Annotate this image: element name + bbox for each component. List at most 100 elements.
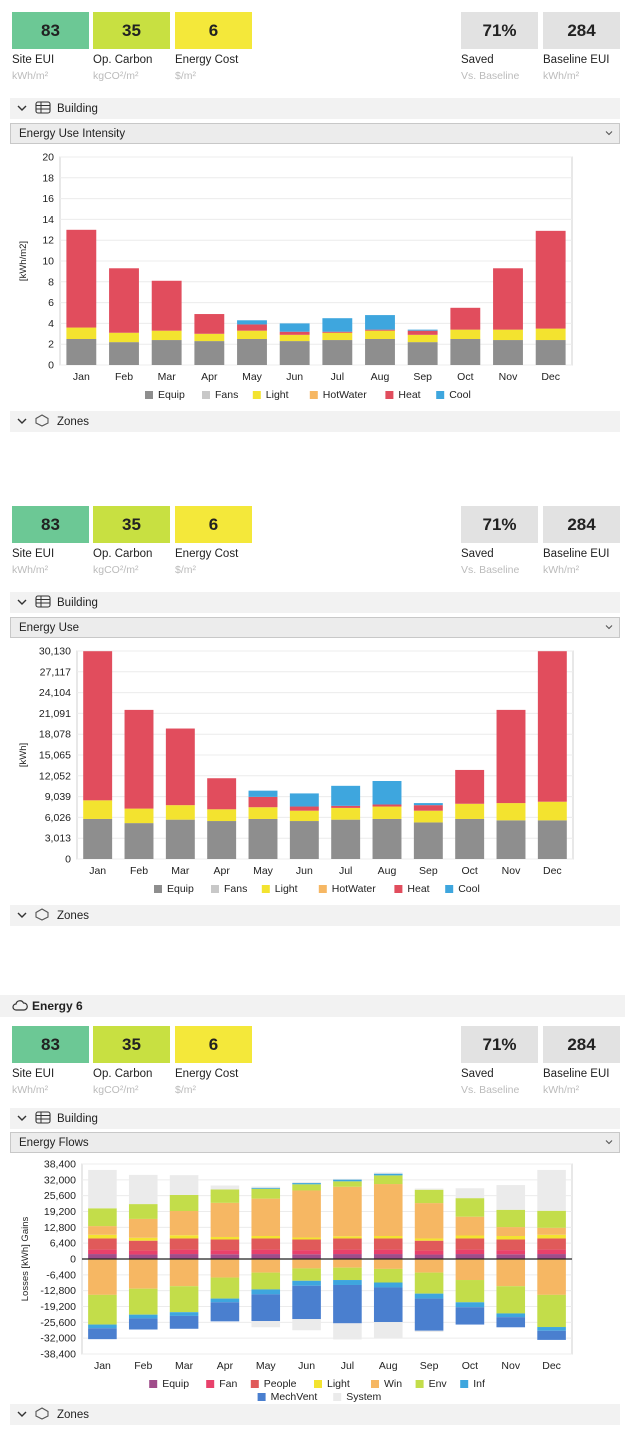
bar-segment-cool: [279, 323, 310, 332]
gain-segment-win: [373, 1184, 403, 1236]
bar-segment-heat: [237, 324, 267, 331]
bar-segment-light: [493, 329, 523, 341]
gain-segment-system: [455, 1188, 485, 1199]
loss-segment-mechvent: [88, 1328, 117, 1340]
bar-segment-cool: [237, 320, 267, 325]
gain-segment-system: [169, 1175, 199, 1195]
chart-type-dropdown[interactable]: Energy Flows: [10, 1132, 620, 1153]
gain-segment-fan: [292, 1250, 321, 1255]
metric-unit: kWh/m²: [12, 564, 49, 576]
legend-label: Light: [266, 389, 289, 401]
metric-label: Site EUI: [12, 548, 55, 560]
gain-segment-equip: [414, 1254, 444, 1259]
loss-segment-env: [210, 1277, 240, 1299]
bar-segment-equip: [450, 339, 481, 365]
x-tick-label: Dec: [542, 1360, 561, 1372]
x-tick-label: Jan: [94, 1360, 111, 1372]
energy-header-bar[interactable]: Energy 6: [0, 995, 625, 1017]
loss-segment-system: [251, 1321, 281, 1328]
bar-segment-heat: [496, 709, 526, 804]
gain-segment-fan: [333, 1249, 362, 1255]
metric-unit: Vs. Baseline: [461, 70, 520, 82]
y-tick-label: 24,104: [39, 687, 71, 699]
loss-segment-win: [373, 1259, 403, 1269]
zones-section-toggle[interactable]: Zones: [10, 1404, 620, 1425]
legend-swatch: [252, 391, 261, 399]
bar-segment-light: [165, 805, 195, 820]
metric-saved: 71% Saved Vs. Baseline: [461, 12, 538, 82]
gain-segment-env: [455, 1198, 485, 1217]
chart-type-dropdown[interactable]: Energy Use: [10, 617, 620, 638]
zones-section-toggle[interactable]: Zones: [10, 411, 620, 432]
gain-segment-light: [169, 1235, 199, 1239]
loss-segment-mechvent: [292, 1285, 321, 1320]
bar-segment-light: [331, 807, 361, 820]
zones-label: Zones: [57, 415, 89, 428]
legend-swatch: [445, 885, 454, 893]
chevron-down-icon: [13, 910, 31, 922]
legend-swatch: [394, 885, 403, 893]
building-section-toggle[interactable]: Building: [10, 98, 620, 119]
gain-segment-system: [414, 1188, 444, 1190]
legend-swatch: [145, 391, 153, 399]
loss-segment-env: [455, 1280, 485, 1303]
chart-type-dropdown[interactable]: Energy Use Intensity: [10, 123, 620, 144]
y-axis-label: Losses [kWh] Gains: [20, 1217, 31, 1302]
y-tick-label: -6,400: [46, 1269, 76, 1281]
metric-op-carbon: 35 Op. Carbon kgCO²/m²: [93, 506, 170, 576]
loss-segment-mechvent: [496, 1317, 526, 1328]
bar-segment-equip: [237, 339, 267, 365]
legend-label: Cool: [458, 883, 480, 895]
zones-section-toggle[interactable]: Zones: [10, 905, 620, 926]
x-tick-label: Jul: [339, 865, 352, 877]
gain-segment-people: [496, 1239, 526, 1251]
metric-label: Op. Carbon: [93, 54, 153, 66]
legend-label: Equip: [162, 1378, 189, 1390]
loss-segment-inf: [455, 1302, 485, 1308]
metric-baseline-eui: 284 Baseline EUI kWh/m²: [543, 12, 620, 82]
x-tick-label: Aug: [379, 1360, 398, 1372]
bar-segment-light: [289, 810, 319, 822]
legend-label: Light: [275, 883, 298, 895]
metric-unit: kWh/m²: [543, 1084, 580, 1096]
gain-segment-people: [414, 1240, 444, 1251]
y-tick-label: 12,052: [39, 770, 71, 782]
gain-segment-fan: [128, 1250, 158, 1255]
metric-op-carbon: 35 Op. Carbon kgCO²/m²: [93, 1026, 170, 1096]
bar-segment-equip: [331, 819, 361, 859]
bar-segment-cool: [248, 790, 278, 797]
gain-segment-system: [128, 1174, 158, 1205]
metric-label: Energy Cost: [175, 54, 239, 66]
dropdown-selected-value: Energy Use: [19, 621, 80, 634]
metric-value: 35: [93, 1026, 170, 1063]
gain-segment-equip: [455, 1254, 485, 1259]
x-tick-label: Mar: [158, 371, 177, 383]
building-section-toggle[interactable]: Building: [10, 1108, 620, 1129]
metric-value: 35: [93, 506, 170, 543]
building-section-toggle[interactable]: Building: [10, 592, 620, 613]
bar-segment-light: [372, 806, 402, 819]
bar-segment-heat: [372, 804, 402, 807]
building-label: Building: [57, 102, 98, 115]
gain-segment-people: [333, 1238, 362, 1250]
bar-segment-equip: [493, 340, 523, 365]
gain-segment-people: [251, 1238, 281, 1250]
gain-segment-win: [251, 1198, 281, 1236]
bar-segment-heat: [413, 805, 443, 811]
metric-value: 284: [543, 12, 620, 49]
x-tick-label: Apr: [213, 865, 230, 877]
loss-segment-env: [88, 1294, 117, 1325]
metric-value: 83: [12, 1026, 89, 1063]
bar-segment-heat: [493, 268, 523, 330]
loss-segment-env: [251, 1272, 281, 1290]
bar-segment-light: [537, 801, 567, 821]
metric-unit: $/m²: [175, 564, 196, 576]
bar-segment-equip: [322, 340, 353, 365]
gain-segment-people: [169, 1238, 199, 1250]
bar-segment-equip: [248, 818, 278, 859]
legend-label: Cool: [449, 389, 471, 401]
loss-segment-inf: [88, 1324, 117, 1329]
x-tick-label: Aug: [378, 865, 397, 877]
loss-segment-win: [455, 1259, 485, 1281]
metric-value: 6: [175, 1026, 252, 1063]
